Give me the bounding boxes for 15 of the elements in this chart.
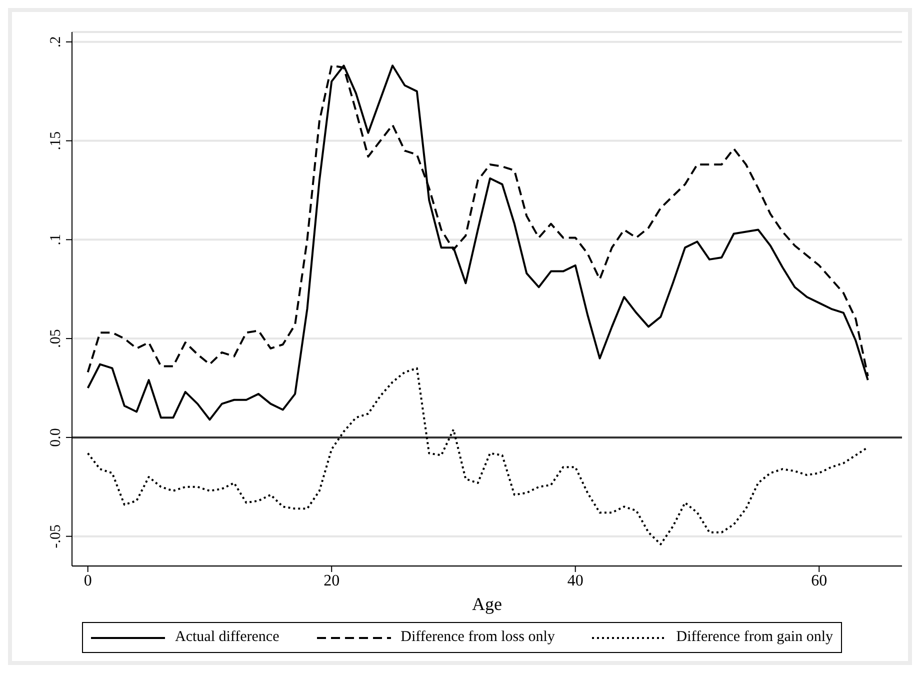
legend-label: Actual difference [175,629,280,646]
y-tick-label: -.05 [48,524,64,548]
y-tick-label: .1 [48,234,64,246]
y-tick-label: .2 [48,36,64,48]
x-tick-label: 40 [567,572,584,590]
x-tick-label: 0 [84,572,92,590]
legend-label: Difference from gain only [676,629,833,646]
y-tick-label: 0.0 [48,428,64,447]
line-series [86,367,869,546]
y-tick-label: .15 [48,131,64,150]
y-tick-label: .05 [48,329,64,348]
x-axis-title: Age [472,594,502,614]
x-tick-label: 60 [811,572,828,590]
x-tick-label: 20 [324,572,340,590]
legend-label: Difference from loss only [400,629,555,646]
